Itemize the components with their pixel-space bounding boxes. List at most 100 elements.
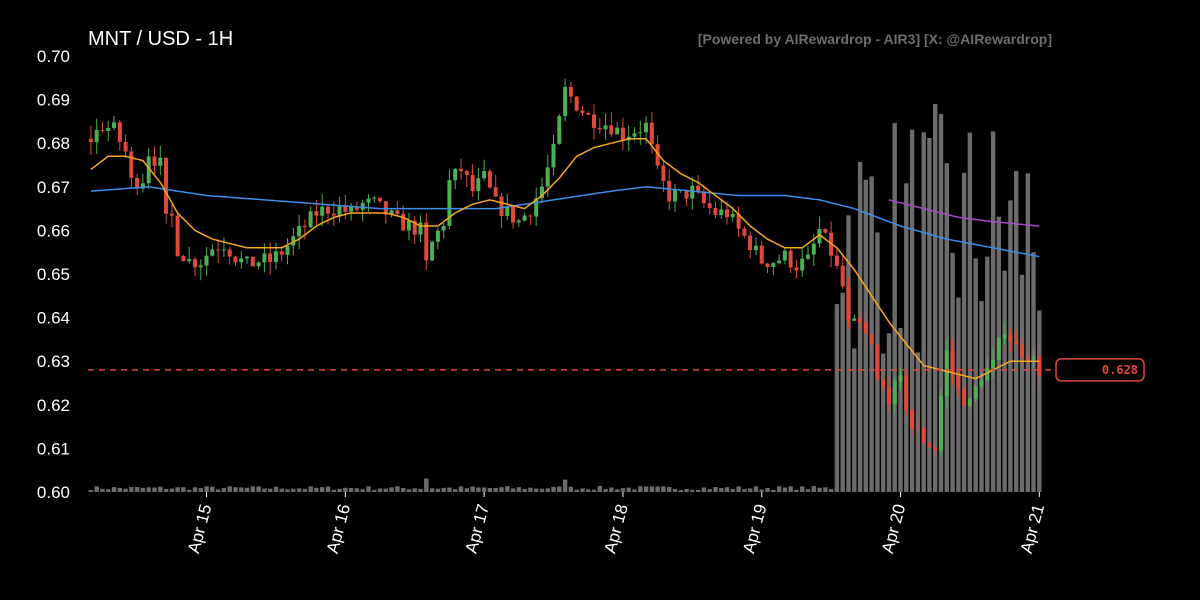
candle-body bbox=[175, 215, 180, 256]
volume-bar bbox=[395, 486, 400, 492]
candle bbox=[881, 372, 886, 393]
candle-body bbox=[563, 86, 568, 117]
candle-body bbox=[88, 138, 93, 143]
candle bbox=[164, 157, 168, 224]
candle-body bbox=[534, 198, 539, 217]
volume-bar bbox=[678, 490, 683, 492]
volume-bar bbox=[684, 489, 689, 492]
volume-bar bbox=[967, 132, 973, 492]
candle bbox=[586, 111, 591, 116]
candle bbox=[366, 194, 371, 212]
volume-bar bbox=[401, 487, 406, 492]
candle bbox=[673, 183, 677, 212]
candle bbox=[886, 376, 891, 413]
candle bbox=[985, 357, 990, 381]
candle bbox=[898, 367, 903, 390]
candle-body bbox=[129, 151, 134, 178]
current-price-marker: 0.628 bbox=[88, 358, 1145, 382]
volume-bar bbox=[534, 488, 539, 492]
volume-bar bbox=[117, 487, 122, 492]
candle bbox=[337, 196, 342, 223]
volume-bar bbox=[591, 489, 597, 492]
volume-bar bbox=[649, 486, 655, 492]
candle-body bbox=[701, 191, 706, 204]
volume-bar bbox=[811, 486, 816, 492]
candle-body bbox=[349, 206, 354, 212]
candle bbox=[563, 78, 568, 122]
volume-bar bbox=[794, 489, 799, 492]
candle bbox=[771, 261, 776, 276]
y-tick-label: 0.61 bbox=[37, 439, 70, 458]
candle-body bbox=[193, 259, 197, 268]
candle-body bbox=[1025, 357, 1030, 360]
candle-body bbox=[615, 127, 620, 135]
volume-bar bbox=[904, 183, 909, 492]
candle-body bbox=[123, 142, 128, 152]
candle-body bbox=[522, 215, 527, 221]
candle-body bbox=[187, 259, 192, 262]
y-tick-label: 0.70 bbox=[37, 47, 70, 66]
candle-body bbox=[320, 206, 325, 216]
candle bbox=[221, 237, 226, 257]
volume-bar bbox=[973, 258, 978, 492]
candle-body bbox=[592, 114, 596, 128]
volume-bar bbox=[169, 488, 175, 492]
volume-bar bbox=[545, 488, 550, 492]
volume-bar bbox=[1025, 173, 1030, 492]
candle-body bbox=[459, 168, 463, 171]
candle-body bbox=[597, 127, 602, 130]
candle bbox=[690, 177, 695, 210]
candle-body bbox=[250, 256, 255, 267]
candle-body bbox=[858, 318, 862, 323]
y-tick-label: 0.69 bbox=[37, 91, 70, 110]
candle bbox=[511, 206, 515, 229]
volume-bar bbox=[146, 487, 151, 492]
candle-body bbox=[620, 127, 625, 141]
candle bbox=[1037, 344, 1042, 389]
candle bbox=[736, 206, 741, 237]
candle bbox=[580, 106, 585, 116]
candle bbox=[94, 118, 99, 155]
candle-body bbox=[817, 229, 822, 244]
candle bbox=[603, 113, 608, 140]
volume-bar bbox=[487, 487, 493, 492]
candle bbox=[846, 277, 851, 329]
candle-body bbox=[736, 214, 741, 229]
candle-body bbox=[921, 428, 926, 443]
candle bbox=[88, 125, 93, 156]
candle-body bbox=[343, 206, 348, 212]
candle bbox=[522, 212, 527, 222]
volume-bar bbox=[366, 486, 371, 492]
candle bbox=[297, 214, 302, 250]
volume-bar bbox=[788, 486, 793, 492]
candle bbox=[620, 117, 625, 150]
candle-body bbox=[112, 122, 116, 128]
candle-body bbox=[794, 267, 799, 271]
volume-bar bbox=[447, 487, 452, 492]
candle-body bbox=[216, 249, 221, 251]
volume-bar bbox=[505, 486, 510, 492]
candle-body bbox=[285, 245, 290, 255]
candle-body bbox=[94, 130, 99, 143]
volume-bar bbox=[510, 488, 516, 492]
candle-body bbox=[389, 210, 394, 215]
candle bbox=[782, 247, 787, 265]
candle bbox=[158, 145, 163, 175]
volume-bar bbox=[990, 131, 996, 492]
volume-bar bbox=[302, 488, 308, 492]
candle-body bbox=[233, 256, 238, 263]
candle bbox=[667, 169, 672, 210]
volume-bar bbox=[909, 129, 915, 493]
volume-bar bbox=[435, 488, 441, 492]
candle-body bbox=[372, 197, 377, 199]
candle-body bbox=[297, 225, 302, 237]
candle-body bbox=[181, 255, 186, 262]
volume-bar bbox=[94, 486, 99, 492]
volume-bar bbox=[325, 486, 331, 492]
y-tick-label: 0.68 bbox=[37, 134, 70, 153]
candle-body bbox=[482, 171, 487, 179]
volume-bar bbox=[765, 488, 770, 492]
candle bbox=[794, 259, 799, 279]
volume-bar bbox=[742, 489, 747, 492]
candle bbox=[753, 237, 758, 256]
